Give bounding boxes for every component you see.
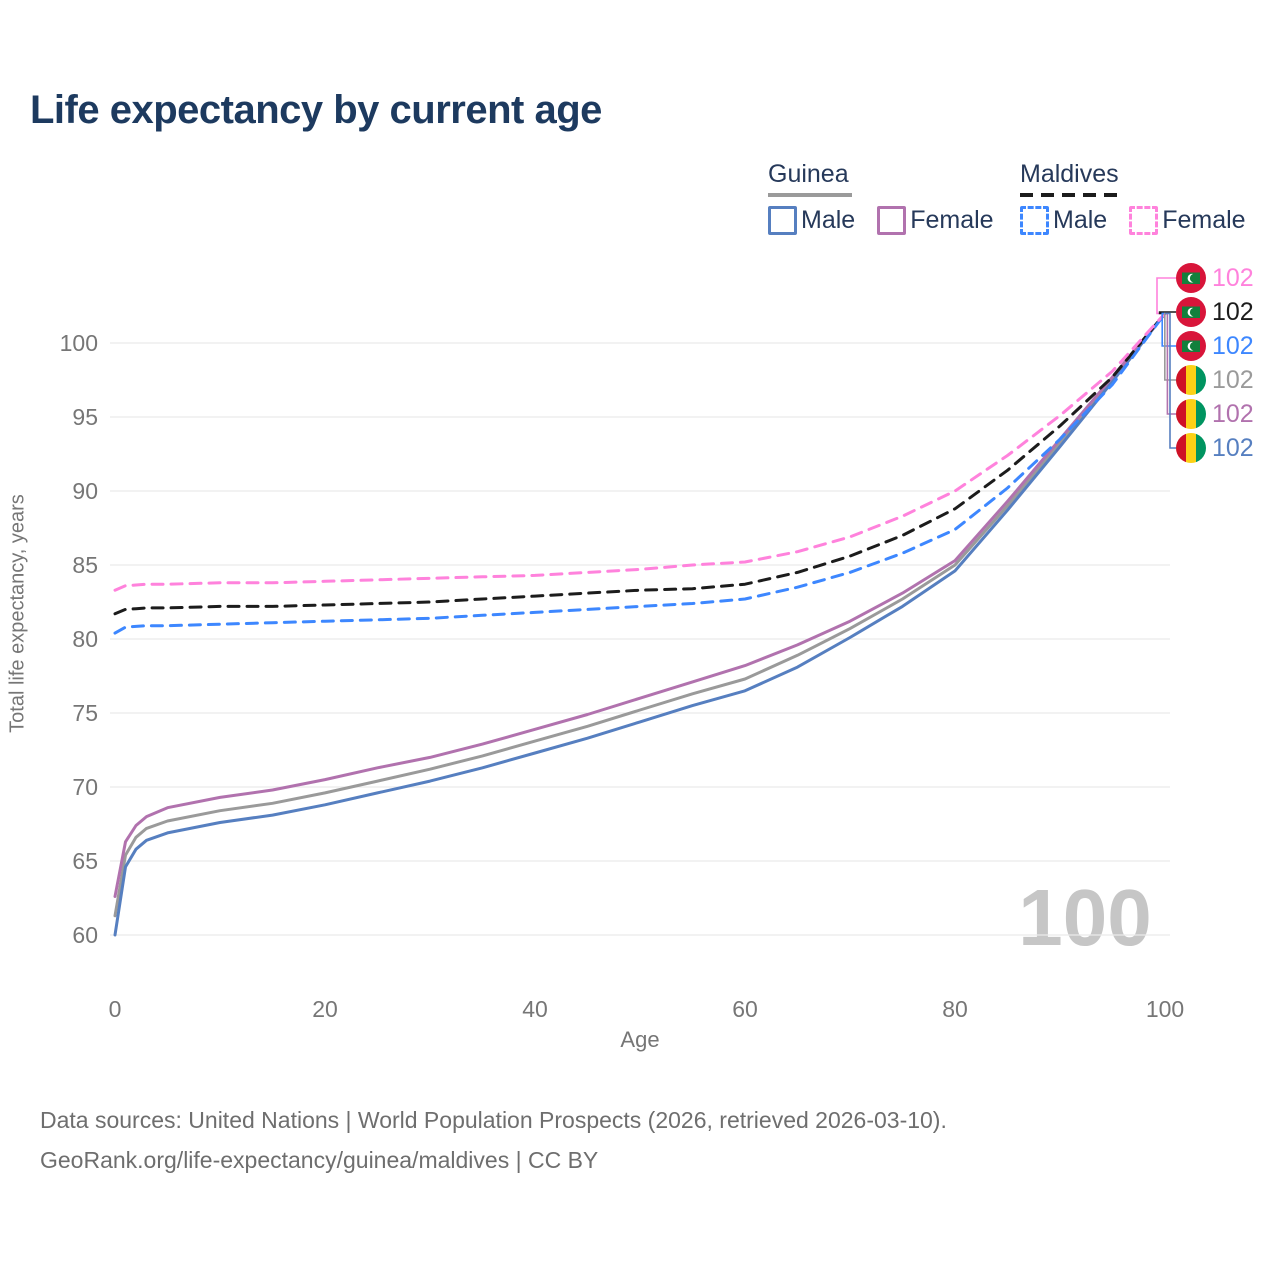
end-value: 102 [1212, 297, 1254, 326]
end-label-guinea-female: 102 [1176, 397, 1254, 431]
y-tick-75: 75 [72, 700, 98, 726]
legend-label-maldives-female[interactable]: Female [1162, 206, 1246, 234]
end-label-maldives-male: 102 [1176, 329, 1254, 363]
y-tick-60: 60 [72, 922, 98, 948]
y-tick-65: 65 [72, 848, 98, 874]
x-tick-0: 0 [108, 996, 122, 1022]
maldives-flag-icon [1176, 263, 1206, 293]
guinea-flag-icon [1176, 433, 1206, 463]
series-line-maldives-female [113, 311, 1167, 592]
legend-swatch-maldives-male[interactable] [1020, 206, 1049, 235]
legend-swatch-guinea-male[interactable] [768, 206, 797, 235]
end-label-connector-guinea-male [1165, 312, 1176, 449]
end-value: 102 [1212, 263, 1254, 292]
x-axis-title: Age [620, 1027, 660, 1052]
end-label-connector-maldives-female [1156, 277, 1176, 315]
maldives-flag-icon [1176, 331, 1206, 361]
y-tick-85: 85 [72, 552, 98, 578]
legend-swatch-maldives-female[interactable] [1129, 206, 1159, 235]
legend-header-guinea[interactable]: Guinea [768, 160, 1016, 197]
end-label-guinea: 102 [1176, 363, 1254, 397]
guinea-solid-line-sample [768, 193, 852, 197]
end-label-maldives: 102 [1176, 295, 1254, 329]
end-label-connector-guinea [1164, 312, 1176, 381]
legend-label-guinea-female[interactable]: Female [910, 206, 994, 234]
y-tick-80: 80 [72, 626, 98, 652]
legend-header-maldives-label: Maldives [1020, 160, 1119, 188]
end-value: 102 [1212, 365, 1254, 394]
guinea-flag-icon [1176, 365, 1206, 395]
y-tick-95: 95 [72, 404, 98, 430]
y-axis-title: Total life expectancy, years [6, 494, 29, 733]
y-tick-90: 90 [72, 478, 98, 504]
legend-header-maldives[interactable]: Maldives [1020, 160, 1268, 197]
legend-group-maldives: Maldives Male Female [1020, 160, 1268, 235]
series-line-maldives [113, 311, 1167, 616]
legend-label-guinea-male[interactable]: Male [801, 206, 856, 234]
y-tick-100: 100 [59, 330, 98, 356]
x-tick-100: 100 [1145, 996, 1185, 1022]
x-tick-60: 60 [732, 996, 758, 1022]
x-tick-20: 20 [312, 996, 338, 1022]
end-label-guinea-male: 102 [1176, 431, 1254, 465]
series-line-guinea-male [113, 311, 1167, 937]
end-label-maldives-female: 102 [1176, 261, 1254, 295]
series-line-maldives-male [113, 311, 1167, 635]
maldives-dashed-line-sample [1020, 193, 1124, 197]
end-label-connector-guinea-female [1165, 312, 1176, 415]
legend-label-maldives-male[interactable]: Male [1053, 206, 1108, 234]
end-label-connector-maldives-male [1161, 312, 1176, 347]
hover-age-indicator: 100 [1018, 873, 1152, 962]
legend-header-guinea-label: Guinea [768, 160, 849, 188]
maldives-flag-icon [1176, 297, 1206, 327]
end-value: 102 [1212, 331, 1254, 360]
attribution-text: GeoRank.org/life-expectancy/guinea/maldi… [40, 1147, 599, 1173]
legend-group-guinea: Guinea Male Female [768, 160, 1016, 235]
end-label-connector-maldives [1158, 311, 1176, 315]
x-tick-40: 40 [522, 996, 548, 1022]
guinea-flag-icon [1176, 399, 1206, 429]
data-sources-text: Data sources: United Nations | World Pop… [40, 1107, 947, 1133]
x-tick-80: 80 [942, 996, 968, 1022]
series-line-guinea [113, 311, 1167, 918]
end-value: 102 [1212, 399, 1254, 428]
end-value: 102 [1212, 433, 1254, 462]
y-tick-70: 70 [72, 774, 98, 800]
legend-swatch-guinea-female[interactable] [877, 206, 907, 235]
page-title: Life expectancy by current age [30, 88, 602, 132]
series-line-guinea-female [113, 311, 1167, 898]
